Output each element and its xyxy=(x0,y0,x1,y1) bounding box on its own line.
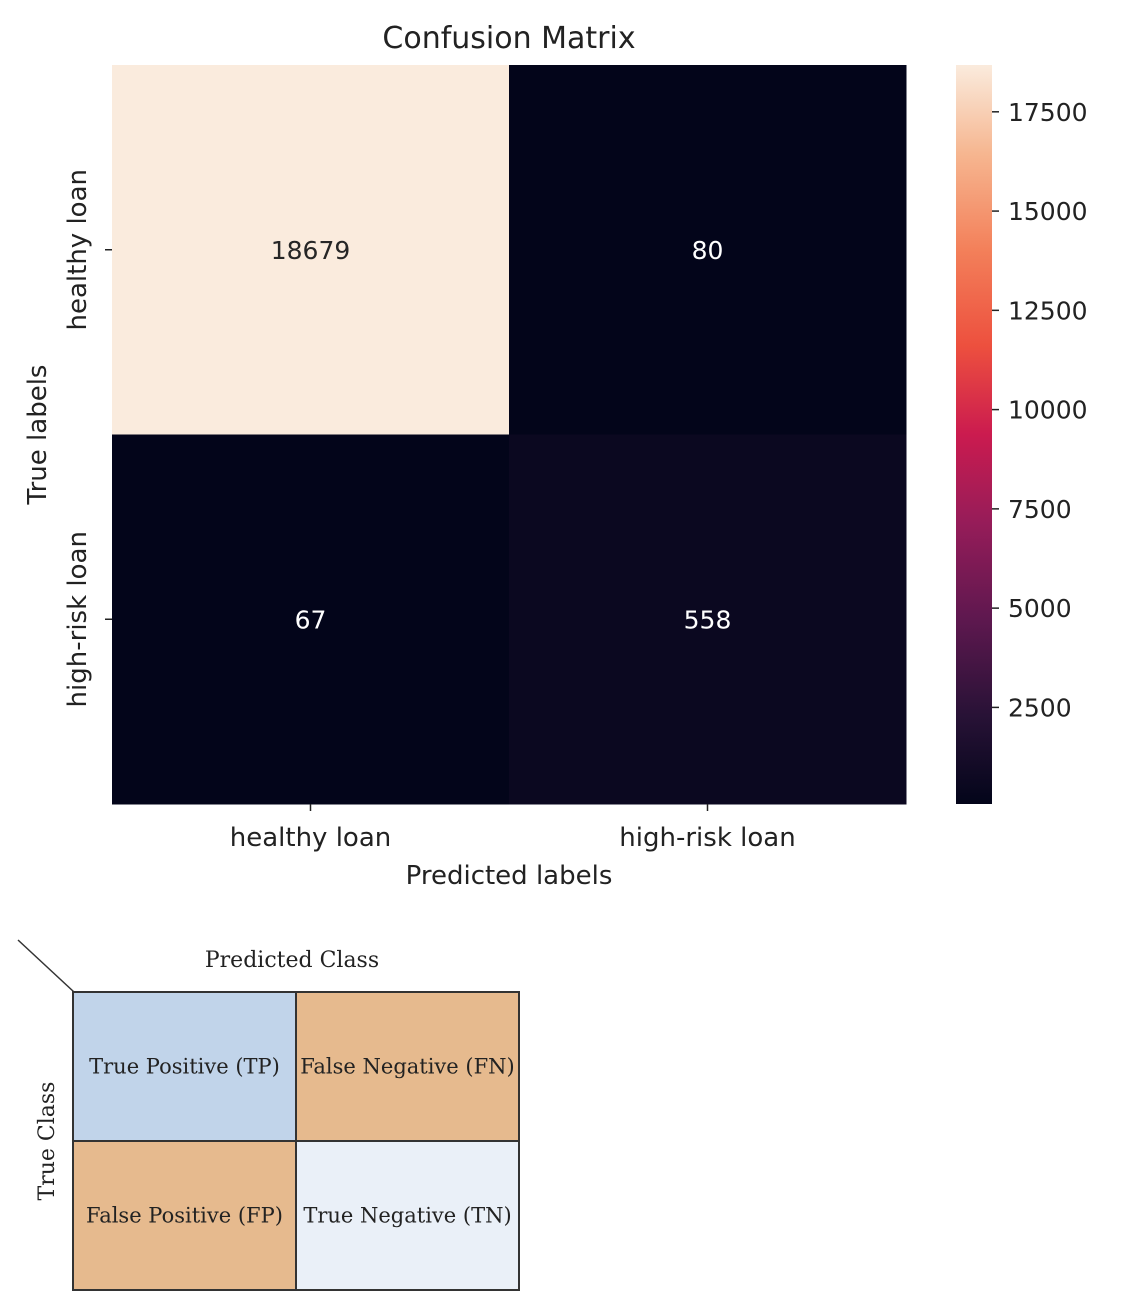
legend-ylabel: True Class xyxy=(35,1082,60,1201)
cell-value-label: 558 xyxy=(684,605,732,634)
y-tick-label: healthy loan xyxy=(63,169,93,331)
legend-cell xyxy=(72,991,297,1142)
heatmap-cell xyxy=(509,65,907,435)
cell-value-label: 18679 xyxy=(271,236,351,265)
cell-value-label: 67 xyxy=(295,605,327,634)
legend-cell-label: True Positive (TP) xyxy=(89,1055,280,1079)
x-tick-label: healthy loan xyxy=(230,823,392,853)
colorbar-tick-label: 17500 xyxy=(1008,98,1088,127)
chart-title: Confusion Matrix xyxy=(382,21,635,56)
legend-cell-label: True Negative (TN) xyxy=(303,1204,511,1228)
legend-cell-label: False Positive (FP) xyxy=(86,1204,283,1228)
y-tick-label: high-risk loan xyxy=(63,531,93,707)
colorbar-tick-label: 5000 xyxy=(1008,594,1072,623)
confusion-matrix-legend: Predicted Class True Class True Positive… xyxy=(17,939,520,1291)
colorbar xyxy=(956,65,992,804)
confusion-matrix-chart: Confusion Matrix 18679 80 67 558 healthy loan… xyxy=(23,21,1088,891)
colorbar-tick-label: 10000 xyxy=(1008,396,1088,425)
legend-cell xyxy=(295,991,520,1142)
colorbar-tick-label: 7500 xyxy=(1008,495,1072,524)
legend-cell xyxy=(295,1140,520,1291)
legend-cell-label: False Negative (FN) xyxy=(300,1055,514,1079)
heatmap-cell xyxy=(112,434,510,805)
colorbar-tick-label: 15000 xyxy=(1008,197,1088,226)
legend-cell xyxy=(72,1140,297,1291)
colorbar-tick-label: 12500 xyxy=(1008,296,1088,325)
legend-cells: True Positive (TP) False Negative (FN) Fal… xyxy=(72,991,520,1291)
x-tick-label: high-risk loan xyxy=(619,823,795,853)
heatmap-cell xyxy=(112,65,510,435)
legend-title: Predicted Class xyxy=(205,948,379,973)
colorbar-tick-label: 2500 xyxy=(1008,693,1072,722)
corner-diagonal xyxy=(17,939,75,993)
x-axis-label: Predicted labels xyxy=(406,861,613,891)
cell-value-label: 80 xyxy=(692,236,724,265)
y-axis-label: True labels xyxy=(23,365,53,506)
heatmap-cell xyxy=(509,434,907,805)
